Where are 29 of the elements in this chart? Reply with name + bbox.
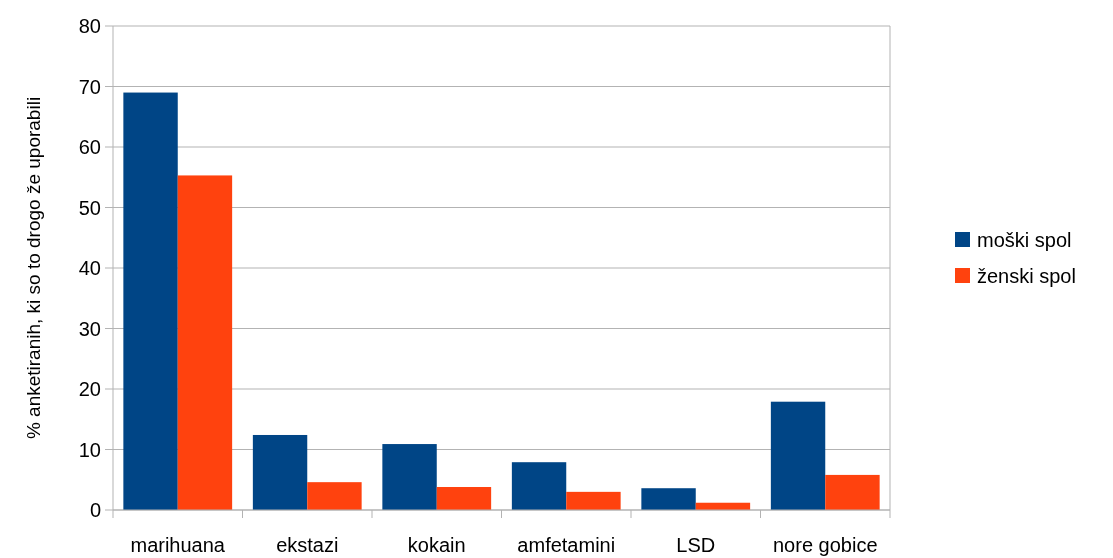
bar	[566, 491, 621, 510]
y-tick-label: 50	[78, 196, 101, 219]
bar	[382, 444, 437, 510]
y-tick-label: 70	[78, 75, 101, 98]
y-tick-label: 40	[78, 257, 101, 279]
bar	[177, 175, 233, 510]
x-tick-label: amfetamini	[517, 534, 616, 556]
x-tick-label: ekstazi	[276, 534, 339, 556]
bar	[825, 474, 880, 510]
x-tick-label: kokain	[407, 534, 466, 556]
y-tick-label: 60	[78, 136, 101, 158]
bar	[123, 92, 178, 510]
bar	[770, 401, 826, 510]
y-tick-label: 80	[78, 15, 101, 37]
bar	[511, 462, 567, 510]
y-axis-title: % anketiranih, ki so to drogo že uporabili	[23, 96, 44, 440]
bar	[641, 488, 696, 510]
legend-label: moški spol	[977, 229, 1072, 251]
x-tick-label: marihuana	[130, 534, 226, 556]
legend-label: ženski spol	[977, 265, 1076, 287]
bar	[307, 482, 362, 510]
x-tick-label: nore gobice	[772, 534, 878, 556]
x-tick-label: LSD	[676, 534, 716, 556]
y-tick-label: 0	[89, 499, 101, 521]
y-tick-label: 30	[78, 317, 101, 340]
y-tick-label: 10	[78, 438, 101, 461]
bar	[436, 487, 492, 510]
y-tick-label: 20	[78, 378, 101, 400]
bar	[252, 434, 308, 510]
